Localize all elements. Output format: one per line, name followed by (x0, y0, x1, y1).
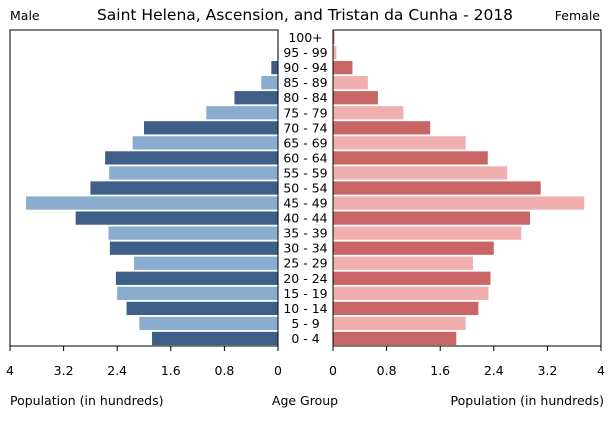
age-group-label: 20 - 24 (283, 271, 327, 286)
x-tick-label: 0 (329, 363, 337, 378)
female-x-axis: 0 0.8 1.6 2.4 3.2 4 (329, 346, 605, 378)
female-bar-75-79 (333, 106, 404, 120)
male-bar-40-44 (75, 211, 278, 225)
x-tick-label: 2.4 (484, 363, 504, 378)
female-bar-35-39 (333, 226, 522, 240)
x-tick-label: 0.8 (377, 363, 397, 378)
male-bar-35-39 (108, 226, 279, 240)
age-group-label: 50 - 54 (283, 181, 327, 196)
age-group-label: 5 - 9 (291, 316, 319, 331)
age-group-label: 95 - 99 (283, 45, 327, 60)
age-group-label: 25 - 29 (283, 256, 327, 271)
female-bar-80-84 (333, 91, 378, 105)
age-group-label: 65 - 69 (283, 135, 327, 150)
male-bar-5-9 (139, 316, 278, 331)
age-group-axis-label: Age Group (272, 393, 338, 408)
female-bars (332, 30, 585, 346)
male-axis-label: Population (in hundreds) (10, 393, 163, 408)
male-bar-70-74 (144, 121, 278, 135)
male-bar-90-94 (271, 61, 278, 75)
male-bar-55-59 (109, 166, 278, 180)
female-bar-70-74 (333, 121, 431, 135)
x-tick-label: 0 (274, 363, 282, 378)
female-bar-45-49 (333, 196, 585, 210)
x-tick-label: 3.2 (54, 363, 74, 378)
age-group-label: 60 - 64 (283, 150, 327, 165)
x-tick-label: 1.6 (161, 363, 181, 378)
age-group-label: 70 - 74 (283, 120, 327, 135)
male-label: Male (10, 8, 40, 23)
age-group-label: 35 - 39 (283, 226, 327, 241)
male-bar-60-64 (105, 151, 278, 165)
male-bar-65-69 (132, 136, 278, 150)
female-bar-85-89 (333, 76, 368, 90)
female-axis-label: Population (in hundreds) (451, 393, 604, 408)
female-bar-90-94 (333, 61, 353, 75)
male-bars (26, 30, 279, 346)
female-bar-5-9 (333, 316, 466, 331)
female-bar-50-54 (333, 181, 541, 195)
x-tick-label: 2.4 (107, 363, 127, 378)
male-bar-25-29 (133, 256, 278, 270)
x-tick-label: 3.2 (537, 363, 557, 378)
female-bar-30-34 (333, 241, 494, 255)
female-bar-20-24 (333, 271, 491, 285)
x-tick-label: 4 (597, 363, 605, 378)
female-bar-10-14 (333, 301, 479, 316)
age-group-label: 0 - 4 (291, 331, 319, 346)
age-group-label: 80 - 84 (283, 90, 327, 105)
male-bar-30-34 (109, 241, 278, 255)
female-bar-95-99 (333, 45, 337, 60)
age-group-label: 10 - 14 (283, 301, 327, 316)
female-bar-15-19 (333, 286, 489, 300)
male-bar-45-49 (26, 196, 278, 210)
age-group-label: 75 - 79 (283, 105, 327, 120)
age-group-label: 40 - 44 (283, 211, 327, 226)
age-group-label: 90 - 94 (283, 60, 327, 75)
female-bar-25-29 (333, 256, 474, 270)
age-group-label: 30 - 34 (283, 241, 327, 256)
male-bar-75-79 (206, 106, 278, 120)
age-group-label: 100+ (288, 30, 322, 45)
female-bar-40-44 (333, 211, 530, 225)
female-bar-65-69 (333, 136, 466, 150)
age-group-label: 85 - 89 (283, 75, 327, 90)
female-bar-55-59 (333, 166, 508, 180)
age-group-label: 15 - 19 (283, 286, 327, 301)
female-bar-100- (333, 30, 335, 45)
male-bar-20-24 (115, 271, 278, 285)
male-bar-0-4 (152, 331, 278, 346)
age-group-label: 55 - 59 (283, 165, 327, 180)
female-label: Female (555, 8, 601, 23)
male-bar-10-14 (126, 301, 278, 316)
male-bar-80-84 (234, 91, 278, 105)
male-bar-15-19 (117, 286, 278, 300)
male-bar-50-54 (90, 181, 279, 195)
female-bar-0-4 (333, 331, 457, 346)
chart-title: Saint Helena, Ascension, and Tristan da … (97, 6, 513, 24)
x-tick-label: 0.8 (214, 363, 234, 378)
female-bar-60-64 (333, 151, 488, 165)
male-x-axis: 4 3.2 2.4 1.6 0.8 0 (6, 346, 282, 378)
male-bar-85-89 (261, 76, 278, 90)
age-group-label: 45 - 49 (283, 196, 327, 211)
x-tick-label: 4 (6, 363, 14, 378)
x-tick-label: 1.6 (430, 363, 450, 378)
